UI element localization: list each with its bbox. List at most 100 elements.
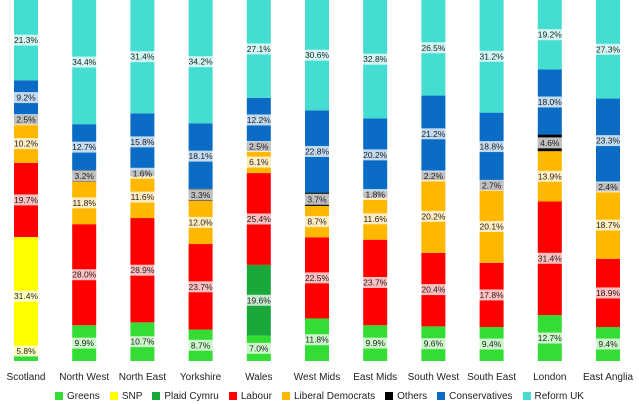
data-label-bg — [244, 114, 274, 126]
data-label-bg — [72, 337, 97, 349]
data-label-bg — [535, 332, 565, 344]
legend-swatch — [522, 392, 531, 400]
data-label-bg — [185, 216, 216, 228]
data-label-bg — [418, 284, 449, 296]
data-label-bg — [244, 43, 274, 55]
data-label-bg — [479, 179, 504, 191]
legend-item-greens: Greens — [55, 391, 100, 402]
legend-label: Others — [397, 390, 428, 402]
category-label-west-mids: West Mids — [294, 372, 341, 383]
data-label-north-west-labour: 28.0% — [72, 270, 97, 280]
category-label-yorkshire: Yorkshire — [180, 372, 222, 383]
data-label-north-east-greens: 10.7% — [130, 337, 155, 347]
category-label-east-mids: East Mids — [353, 372, 397, 383]
data-label-bg — [421, 170, 446, 182]
data-label-bg — [535, 170, 565, 182]
data-label-bg — [188, 189, 213, 201]
bar-scotland-greens — [14, 355, 38, 361]
data-label-bg — [593, 287, 623, 299]
data-label-bg — [363, 337, 388, 349]
category-label-north-west: North West — [59, 372, 109, 383]
legend-swatch — [228, 392, 237, 400]
data-label-bg — [479, 338, 504, 350]
data-label-bg — [69, 141, 99, 153]
data-label-east-anglia-greens: 9.4% — [598, 339, 618, 349]
legend: Greens SNP Plaid Cymru Labour Liberal Democr… — [0, 388, 639, 404]
data-label-bg — [360, 276, 390, 288]
data-label-bg — [593, 43, 623, 55]
data-label-east-anglia-labour: 18.9% — [596, 288, 621, 298]
data-label-wales-liberal-democrats: 6.1% — [249, 157, 269, 167]
data-label-bg — [302, 49, 332, 61]
data-label-east-mids-others: 1.8% — [366, 190, 386, 200]
data-label-bg — [185, 56, 216, 68]
data-label-west-mids-liberal-democrats: 8.7% — [307, 217, 327, 227]
data-label-east-anglia-conservatives: 23.3% — [596, 136, 621, 146]
data-label-bg — [535, 96, 565, 108]
data-label-east-mids-liberal-democrats: 11.6% — [363, 214, 387, 224]
legend-swatch — [152, 392, 161, 400]
data-label-wales-plaid-cymru: 19.6% — [247, 295, 272, 305]
data-label-south-west-greens: 9.6% — [424, 339, 444, 349]
data-label-north-east-conservatives: 15.8% — [130, 137, 155, 147]
data-label-south-west-liberal-democrats: 20.2% — [421, 211, 446, 221]
legend-label: Reform UK — [534, 390, 584, 402]
data-label-london-greens: 12.7% — [538, 333, 563, 343]
data-label-west-mids-conservatives: 22.8% — [305, 146, 330, 156]
data-label-south-west-conservatives: 21.2% — [421, 129, 446, 139]
data-label-bg — [11, 194, 41, 206]
legend-item-liberal-democrats: Liberal Democrats — [281, 390, 376, 402]
data-label-east-anglia-others: 2.4% — [598, 182, 618, 192]
data-label-west-mids-others: 3.7% — [307, 194, 327, 204]
category-label-scotland: Scotland — [7, 372, 46, 383]
data-label-scotland-reform-uk: 21.3% — [14, 35, 39, 45]
category-label-london: London — [533, 372, 566, 383]
data-label-bg — [11, 138, 41, 150]
data-label-south-east-conservatives: 18.8% — [480, 142, 505, 152]
data-label-bg — [246, 141, 271, 153]
legend-item-conservatives: Conservatives — [437, 390, 513, 402]
data-label-bg — [185, 281, 216, 293]
data-label-wales-labour: 25.4% — [247, 214, 272, 224]
data-label-bg — [185, 150, 216, 162]
data-label-yorkshire-labour: 23.7% — [189, 282, 214, 292]
data-label-bg — [360, 213, 390, 225]
data-label-south-east-greens: 9.4% — [482, 339, 502, 349]
data-label-west-mids-greens: 11.8% — [305, 335, 329, 345]
data-label-north-east-others: 1.6% — [133, 168, 153, 178]
category-labels-group: Scotland North West North East Yorkshire Wal… — [7, 372, 634, 383]
data-label-scotland-others: 2.5% — [16, 115, 36, 125]
data-label-south-west-reform-uk: 26.5% — [421, 43, 446, 53]
legend-label: Conservatives — [449, 390, 513, 402]
data-label-yorkshire-conservatives: 18.1% — [189, 151, 214, 161]
data-label-wales-others: 2.5% — [249, 142, 269, 152]
category-label-north-east: North East — [119, 372, 166, 383]
data-label-scotland-greens: 5.8% — [16, 346, 36, 356]
data-label-bg — [72, 170, 97, 182]
data-label-bg — [11, 290, 41, 302]
data-label-london-labour: 31.4% — [538, 253, 563, 263]
data-label-bg — [418, 210, 449, 222]
legend-label: SNP — [121, 390, 143, 402]
data-label-bg — [246, 156, 271, 168]
data-label-london-others: 4.6% — [540, 138, 560, 148]
data-label-bg — [595, 181, 621, 193]
data-label-north-west-greens: 9.9% — [75, 338, 95, 348]
data-label-south-east-liberal-democrats: 20.1% — [480, 222, 505, 232]
category-label-east-anglia: East Anglia — [583, 372, 633, 383]
data-label-bg — [421, 338, 446, 350]
data-label-bg — [302, 145, 332, 157]
data-label-north-west-reform-uk: 34.4% — [72, 57, 97, 67]
data-label-east-mids-greens: 9.9% — [366, 338, 386, 348]
data-label-bg — [418, 128, 449, 140]
data-label-bg — [304, 193, 330, 205]
data-label-yorkshire-greens: 8.7% — [191, 340, 211, 350]
data-label-east-mids-conservatives: 20.2% — [363, 150, 388, 160]
data-label-london-reform-uk: 19.2% — [538, 30, 563, 40]
data-label-bg — [188, 339, 213, 351]
data-label-bg — [127, 191, 158, 203]
data-label-bg — [69, 56, 99, 68]
legend-label: Liberal Democrats — [293, 390, 376, 402]
category-label-wales: Wales — [245, 372, 272, 383]
data-label-east-anglia-reform-uk: 27.3% — [596, 44, 621, 54]
